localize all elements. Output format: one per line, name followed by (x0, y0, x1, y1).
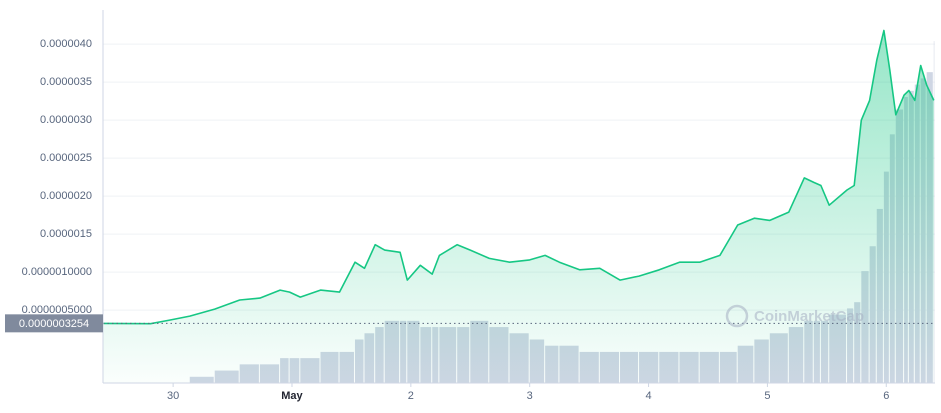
watermark: CoinMarketCap (725, 304, 864, 328)
price-area (103, 30, 934, 383)
y-tick-label: 0.0000035 (40, 76, 92, 88)
grid (103, 43, 935, 311)
watermark-logo (725, 304, 749, 328)
axes: 0.0000005000 0.0000010000 0.0000015 0.00000… (5, 10, 935, 402)
y-tick-label: 0.0000030 (40, 114, 92, 126)
y-tick-label: 0.0000015 (40, 228, 92, 240)
x-tick-label: 4 (645, 390, 651, 402)
watermark-text: CoinMarketCap (754, 308, 864, 325)
y-tick-label: 0.0000040 (40, 38, 92, 50)
y-tick-label: 0.0000020 (40, 190, 92, 202)
plot (102, 29, 935, 383)
price-line (102, 29, 935, 325)
y-tick-label: 0.0000010000 (22, 266, 92, 278)
reference-label: 0.0000003254 (19, 318, 89, 330)
x-tick-label: 30 (167, 390, 179, 402)
volume-bar (933, 41, 935, 383)
x-tick-label: 3 (527, 390, 533, 402)
x-tick-label: May (281, 390, 303, 402)
y-tick-label: 0.0000025 (40, 152, 92, 164)
x-tick-label: 5 (764, 390, 770, 402)
x-tick-label: 6 (883, 390, 889, 402)
y-tick-label: 0.0000005000 (22, 304, 92, 316)
x-tick-label: 2 (408, 390, 414, 402)
reference-label-box (5, 314, 103, 333)
